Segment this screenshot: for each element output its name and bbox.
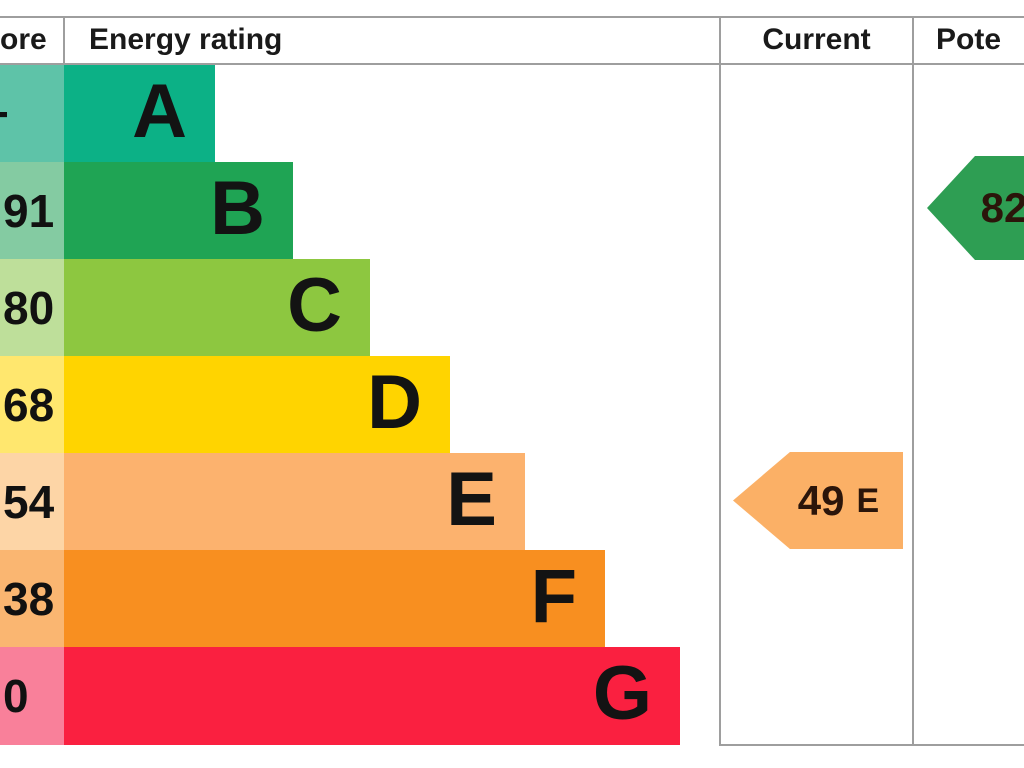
band-row: + A xyxy=(0,65,1024,162)
header-score-cropped: ore xyxy=(0,16,63,64)
potential-rating-value: 82 xyxy=(980,184,1024,231)
band-letter: C xyxy=(287,262,342,348)
band-row: 54 E xyxy=(0,453,1024,550)
band-score-cell: 54 xyxy=(0,453,64,550)
band-score-cell: + xyxy=(0,65,64,162)
band-score-cell: 38 xyxy=(0,550,64,647)
table-bottom-border xyxy=(719,744,1024,746)
score-column-divider xyxy=(63,16,65,65)
band-row: 0 G xyxy=(0,647,1024,745)
current-column-divider xyxy=(719,16,721,745)
header-bottom-border xyxy=(0,63,1024,65)
band-score-label: 38 xyxy=(3,572,55,625)
band-score-label: 91 xyxy=(3,184,55,237)
potential-column-divider xyxy=(912,16,914,745)
header-energy-rating-label: Energy rating xyxy=(89,23,283,56)
band-score-label: 80 xyxy=(3,281,55,334)
header-current-label: Current xyxy=(762,23,871,56)
band-score-cell: 91 xyxy=(0,162,64,259)
current-rating-band-letter: E xyxy=(856,481,880,520)
band-letter: D xyxy=(367,359,422,445)
band-bar: A xyxy=(64,65,215,162)
header-current: Current xyxy=(721,16,912,64)
band-score-cell: 80 xyxy=(0,259,64,356)
band-score-label: 54 xyxy=(3,475,55,528)
band-bar: G xyxy=(64,647,680,745)
header-energy-rating: Energy rating xyxy=(65,16,743,64)
band-row: 38 F xyxy=(0,550,1024,647)
band-row: 91 B xyxy=(0,162,1024,259)
band-bar: C xyxy=(64,259,370,356)
band-bar: B xyxy=(64,162,293,259)
band-bar: F xyxy=(64,550,605,647)
band-letter: F xyxy=(530,553,577,639)
band-letter: A xyxy=(132,68,187,154)
header-potential-cropped: Pote xyxy=(914,16,1024,64)
band-score-cell: 0 xyxy=(0,647,64,745)
band-letter: E xyxy=(446,456,497,542)
band-rows: + A 91 B 80 C 68 xyxy=(0,65,1024,745)
band-row: 68 D xyxy=(0,356,1024,453)
band-bar: D xyxy=(64,356,450,453)
header-score-label: ore xyxy=(0,23,47,56)
band-letter: B xyxy=(210,165,265,251)
band-score-label: 68 xyxy=(3,378,55,431)
band-row: 80 C xyxy=(0,259,1024,356)
band-letter: G xyxy=(592,651,652,736)
table-top-border xyxy=(0,16,1024,18)
current-rating-value: 49 xyxy=(797,476,845,524)
header-potential-label: Pote xyxy=(936,23,1002,56)
band-score-label: 0 xyxy=(3,670,29,722)
band-bar: E xyxy=(64,453,525,550)
band-score-label: + xyxy=(0,91,9,137)
band-score-cell: 68 xyxy=(0,356,64,453)
